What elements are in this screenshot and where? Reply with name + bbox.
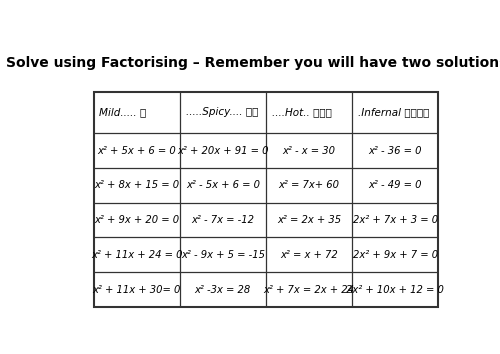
Text: x² - 7x = -12: x² - 7x = -12 <box>192 215 254 225</box>
Text: x² - 36 = 0: x² - 36 = 0 <box>368 145 422 156</box>
Text: x² - 5x + 6 = 0: x² - 5x + 6 = 0 <box>186 180 260 190</box>
Text: .Infernal 🌶🌶🌶🌶: .Infernal 🌶🌶🌶🌶 <box>358 107 430 118</box>
Text: Solve using Factorising – Remember you will have two solutions: Solve using Factorising – Remember you w… <box>6 56 500 70</box>
Text: x² + 7x = 2x + 24: x² + 7x = 2x + 24 <box>264 285 354 295</box>
Text: x² + 8x + 15 = 0: x² + 8x + 15 = 0 <box>94 180 179 190</box>
Text: x² - x = 30: x² - x = 30 <box>282 145 336 156</box>
Text: x² + 20x + 91 = 0: x² + 20x + 91 = 0 <box>177 145 268 156</box>
Text: x² = 2x + 35: x² = 2x + 35 <box>277 215 341 225</box>
Text: ....Hot.. 🌶🌶🌶: ....Hot.. 🌶🌶🌶 <box>272 107 332 118</box>
Text: x² - 9x + 5 = -15: x² - 9x + 5 = -15 <box>181 250 265 260</box>
Text: x² = x + 72: x² = x + 72 <box>280 250 338 260</box>
Text: x² -3x = 28: x² -3x = 28 <box>194 285 251 295</box>
Text: .....Spicy.... 🌶🌶: .....Spicy.... 🌶🌶 <box>186 107 258 118</box>
Text: x² + 11x + 24 = 0: x² + 11x + 24 = 0 <box>91 250 182 260</box>
Text: x² = 7x+ 60: x² = 7x+ 60 <box>278 180 340 190</box>
Text: x² - 49 = 0: x² - 49 = 0 <box>368 180 422 190</box>
Text: x² + 11x + 30= 0: x² + 11x + 30= 0 <box>92 285 181 295</box>
Text: x² + 9x + 20 = 0: x² + 9x + 20 = 0 <box>94 215 179 225</box>
Text: Mild..... 🌶: Mild..... 🌶 <box>100 107 146 118</box>
Text: 2x² + 10x + 12 = 0: 2x² + 10x + 12 = 0 <box>346 285 444 295</box>
Text: x² + 5x + 6 = 0: x² + 5x + 6 = 0 <box>97 145 176 156</box>
Text: 2x² + 7x + 3 = 0: 2x² + 7x + 3 = 0 <box>352 215 438 225</box>
Text: 2x² + 9x + 7 = 0: 2x² + 9x + 7 = 0 <box>352 250 438 260</box>
